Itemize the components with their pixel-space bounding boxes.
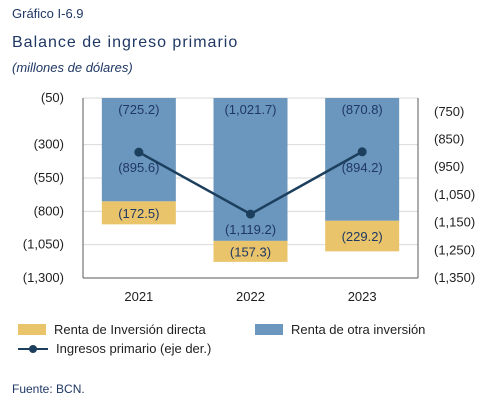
figure-number: Gráfico I-6.9 — [12, 6, 84, 21]
y-right-tick-label: (750) — [434, 104, 464, 119]
y-right-tick-label: (950) — [434, 159, 464, 174]
data-label-line-2022: (1,119.2) — [225, 222, 276, 237]
chart-title: Balance de ingreso primario — [12, 34, 239, 51]
bar-direct-2023 — [325, 220, 400, 252]
chart-subtitle: (millones de dólares) — [12, 60, 133, 75]
y-left-tick-label: (50) — [41, 90, 64, 105]
legend-label-line: Ingresos primario (eje der.) — [56, 341, 212, 356]
line-point-2022 — [246, 209, 255, 219]
legend-item-direct: Renta de Inversión directa — [18, 322, 206, 337]
data-label-line-2023: (894.2) — [342, 160, 383, 175]
legend-swatch-line — [18, 343, 48, 354]
chart-area: (50) (300) (550) (800) (1,050) (1,300) (750) (8… — [23, 90, 475, 304]
source-note: Fuente: BCN. — [12, 382, 85, 396]
line-point-2021 — [134, 147, 144, 157]
y-left-tick-label: (300) — [34, 137, 64, 152]
x-tick-label: 2021 — [124, 289, 153, 304]
bar-other-2022 — [213, 98, 288, 241]
data-label-direct-2022: (157.3) — [230, 244, 271, 259]
bar-direct-2021 — [101, 201, 176, 225]
data-label-direct-2021: (172.5) — [118, 206, 159, 221]
data-label-line-2021: (895.6) — [118, 160, 159, 175]
legend-label-direct: Renta de Inversión directa — [54, 322, 206, 337]
legend-swatch-other — [255, 324, 283, 335]
legend-item-other: Renta de otra inversión — [255, 322, 425, 337]
x-tick-label: 2022 — [236, 289, 265, 304]
bar-direct-2022 — [213, 240, 288, 262]
y-right-tick-label: (1,250) — [434, 242, 475, 257]
data-label-other-2023: (870.8) — [342, 102, 383, 117]
y-left-tick-label: (1,300) — [23, 270, 64, 285]
y-right-tick-label: (850) — [434, 132, 464, 147]
line-point-2023 — [357, 147, 367, 157]
y-right-tick-label: (1,150) — [434, 215, 475, 230]
legend-label-other: Renta de otra inversión — [291, 322, 426, 337]
data-label-direct-2023: (229.2) — [342, 229, 383, 244]
y-right-tick-label: (1,350) — [434, 270, 475, 285]
y-left-tick-label: (550) — [34, 170, 64, 185]
bar-other-2023 — [325, 98, 400, 221]
legend-swatch-direct — [18, 324, 46, 335]
y-left-tick-label: (1,050) — [23, 237, 64, 252]
legend-item-line: Ingresos primario (eje der.) — [18, 341, 211, 356]
data-label-other-2021: (725.2) — [118, 102, 159, 117]
x-tick-label: 2023 — [348, 289, 377, 304]
y-left-tick-label: (800) — [34, 203, 64, 218]
data-label-other-2022: (1,021.7) — [224, 102, 276, 117]
y-right-tick-label: (1,050) — [434, 187, 475, 202]
